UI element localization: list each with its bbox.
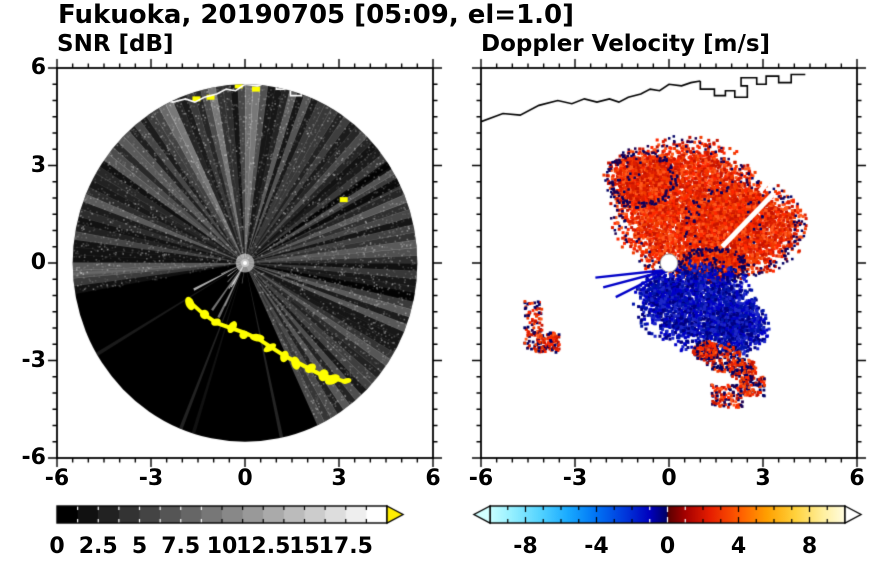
y-tick-label: 3 bbox=[30, 152, 46, 178]
y-tick-label: 6 bbox=[30, 55, 46, 80]
snr-colorbar bbox=[55, 503, 407, 527]
snr-x-tick-label: -3 bbox=[138, 466, 164, 491]
snr-x-tick-label: 3 bbox=[331, 466, 347, 491]
snr-x-tick-label: 0 bbox=[237, 466, 253, 491]
y-tick-label: 0 bbox=[30, 250, 46, 275]
snr-colorbar-tick-label: 10 bbox=[206, 534, 238, 559]
doppler-colorbar-tick-label: 0 bbox=[659, 534, 676, 559]
snr-colorbar-tick-label: 12.5 bbox=[236, 534, 291, 559]
snr-colorbar-tick-label: 17.5 bbox=[318, 534, 373, 559]
doppler-x-tick-label: 6 bbox=[849, 466, 865, 491]
doppler-colorbar-tick-label: -4 bbox=[584, 534, 609, 559]
snr-x-tick-label: -6 bbox=[44, 466, 70, 491]
snr-colorbar-tick-label: 7.5 bbox=[161, 534, 201, 559]
snr-colorbar-tick-label: 15 bbox=[289, 534, 320, 559]
doppler-x-tick-label: -6 bbox=[468, 466, 494, 491]
snr-ppi-plot bbox=[45, 56, 445, 470]
doppler-x-tick-label: 3 bbox=[755, 466, 771, 491]
snr-colorbar-tick-label: 0 bbox=[49, 534, 65, 559]
snr-x-tick-label: 6 bbox=[425, 466, 441, 491]
snr-panel-title: SNR [dB] bbox=[57, 31, 174, 57]
doppler-colorbar-tick-label: 8 bbox=[801, 534, 818, 559]
snr-colorbar-tick-label: 2.5 bbox=[78, 534, 118, 559]
doppler-ppi-plot bbox=[469, 56, 869, 470]
y-tick-label: -3 bbox=[21, 347, 46, 373]
doppler-x-tick-label: -3 bbox=[562, 466, 588, 491]
doppler-x-tick-label: 0 bbox=[661, 466, 677, 491]
doppler-colorbar-tick-label: -8 bbox=[513, 534, 538, 559]
y-tick-label: -6 bbox=[21, 445, 46, 470]
snr-colorbar-tick-label: 5 bbox=[131, 534, 148, 559]
doppler-panel-title: Doppler Velocity [m/s] bbox=[481, 31, 771, 57]
doppler-colorbar bbox=[472, 503, 864, 527]
figure-title: Fukuoka, 20190705 [05:09, el=1.0] bbox=[58, 0, 575, 30]
doppler-colorbar-tick-label: 4 bbox=[730, 534, 747, 559]
